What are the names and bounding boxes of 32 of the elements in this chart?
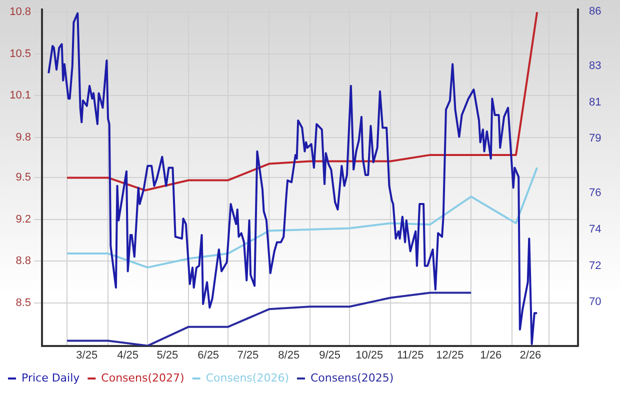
y-tick-label: 8.5 — [16, 296, 31, 309]
y2-tick-label: 83 — [589, 60, 602, 72]
x-tick-label: 7/25 — [237, 349, 259, 362]
y2-tick-label: 74 — [589, 224, 602, 236]
y2-tick-label: 86 — [589, 5, 602, 18]
x-tick-label: 9/25 — [319, 349, 341, 362]
x-tick-label: 11/25 — [396, 349, 424, 362]
x-tick-label: 2/26 — [520, 349, 542, 362]
y-tick-label: 9.8 — [16, 131, 31, 144]
y-tick-label: 10.1 — [10, 90, 31, 102]
y2-tick-label: 72 — [589, 260, 602, 272]
y2-tick-label: 76 — [589, 187, 602, 200]
x-tick-label: 4/25 — [117, 349, 139, 362]
y-tick-label: 8.8 — [16, 255, 31, 268]
y2-tick-label: 70 — [589, 296, 602, 308]
x-tick-label: 1/26 — [480, 349, 502, 362]
x-tick-label: 10/25 — [356, 349, 384, 362]
x-tick-label: 3/25 — [76, 349, 98, 362]
legend-label: Consens(2025) — [310, 371, 394, 384]
y2-tick-label: 79 — [589, 132, 602, 145]
x-tick-label: 12/25 — [436, 349, 464, 362]
y-tick-label: 9.5 — [16, 172, 31, 184]
x-tick-label: 5/25 — [156, 349, 178, 362]
y-tick-label: 10.8 — [10, 6, 31, 18]
y2-tick-label: 81 — [589, 96, 602, 108]
legend-label: Consens(2026) — [206, 371, 289, 384]
legend-label: Price Daily — [22, 371, 80, 384]
legend-label: Consens(2027) — [101, 371, 184, 384]
y-tick-label: 9.2 — [16, 213, 31, 226]
x-tick-label: 8/25 — [278, 349, 300, 362]
y-tick-label: 10.5 — [10, 48, 31, 60]
x-tick-label: 6/25 — [198, 349, 220, 362]
